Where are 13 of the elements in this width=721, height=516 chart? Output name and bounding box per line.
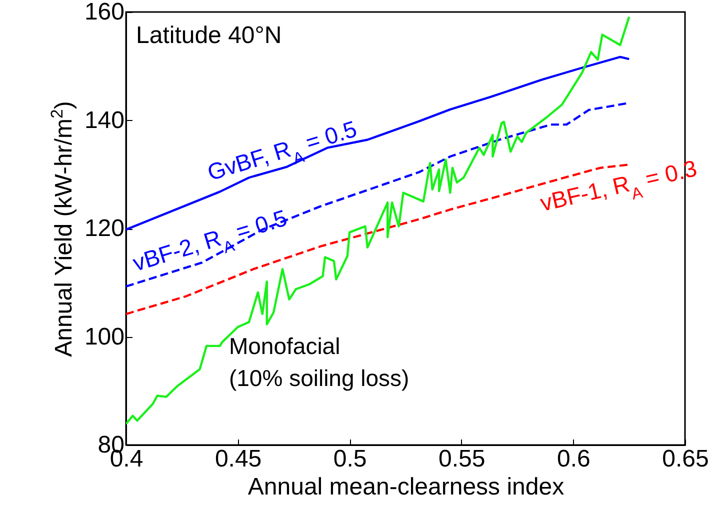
- line-series: [126, 16, 630, 425]
- y-tick-label: 120: [84, 215, 124, 242]
- y-tick-label: 160: [84, 0, 124, 26]
- series-label: Monofacial (10% soiling loss): [228, 333, 410, 392]
- annotation: Latitude 40°N: [136, 22, 282, 49]
- x-tick-label: 0.65: [662, 446, 709, 472]
- x-axis-title: Annual mean-clearness index: [248, 474, 564, 500]
- x-tick-label: 0.6: [557, 446, 590, 472]
- x-tick-label: 0.55: [438, 446, 486, 472]
- y-tick-label: 100: [84, 323, 124, 350]
- y-tick-label: 140: [84, 106, 124, 134]
- x-tick-label: 0.45: [214, 446, 262, 472]
- x-tick-label: 0.5: [333, 446, 367, 472]
